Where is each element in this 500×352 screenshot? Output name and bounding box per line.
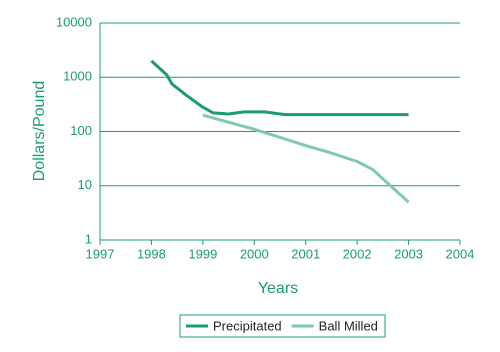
legend-box [179, 314, 386, 338]
y-tick-label: 1 [85, 231, 92, 246]
y-tick-label: 1000 [63, 69, 92, 84]
legend-label: Ball Milled [319, 318, 378, 333]
line-series [202, 113, 410, 204]
y-tick-label: 10000 [56, 14, 92, 29]
x-axis-title: Years [258, 280, 298, 297]
x-tick-label: 2000 [240, 246, 269, 261]
x-tick-label: 2002 [343, 246, 372, 261]
x-tick-label: 1998 [137, 246, 166, 261]
x-tick-label: 2004 [446, 246, 475, 261]
y-tick-label: 10 [78, 177, 92, 192]
x-tick-label: 1999 [188, 246, 217, 261]
x-tick-label: 2003 [394, 246, 423, 261]
x-tick-label: 1997 [86, 246, 115, 261]
legend-label: Precipitated [213, 318, 282, 333]
x-tick-label: 2001 [291, 246, 320, 261]
line-series [150, 59, 409, 117]
y-axis-title: Dollars/Pound [31, 81, 48, 182]
y-tick-label: 100 [70, 123, 92, 138]
